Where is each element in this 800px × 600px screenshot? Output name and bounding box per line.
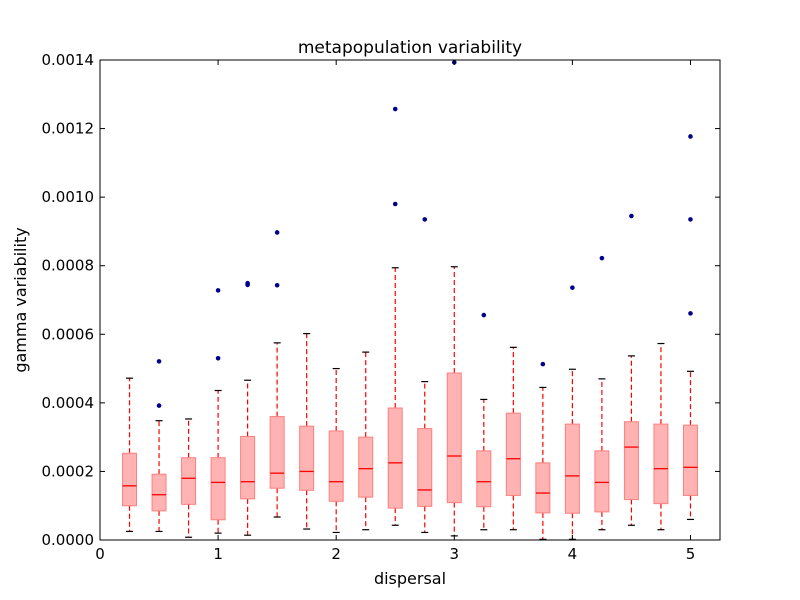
outlier-point <box>392 201 398 207</box>
x-axis-label: dispersal <box>374 569 446 588</box>
y-tick-label: 0.0008 <box>42 257 95 275</box>
box-6 <box>299 333 315 530</box>
box-18 <box>653 342 669 531</box>
box-11 <box>446 60 462 537</box>
y-tick-label: 0.0010 <box>42 188 95 206</box>
box-body <box>623 421 639 501</box>
box-13 <box>505 346 521 531</box>
outlier-point <box>156 359 162 364</box>
outlier-point <box>392 106 398 112</box>
box-body <box>535 462 551 514</box>
outlier-point <box>688 217 693 222</box>
box-body <box>122 452 138 507</box>
x-tick-label: 3 <box>450 545 460 563</box>
box-2 <box>181 418 197 538</box>
box-7 <box>328 367 344 534</box>
y-axis-label: gamma variability <box>11 227 30 372</box>
outlier-point <box>540 361 546 367</box>
outlier-point <box>156 403 162 408</box>
outlier-point <box>245 282 250 288</box>
box-12 <box>476 312 492 531</box>
box-0 <box>122 377 138 533</box>
y-tick-label: 0.0012 <box>42 120 95 138</box>
outlier-point <box>599 255 605 261</box>
box-body <box>564 423 580 514</box>
outlier-point <box>274 230 280 235</box>
outlier-point <box>215 355 221 361</box>
box-10 <box>417 217 433 534</box>
box-body <box>151 473 167 512</box>
x-tick-label: 4 <box>568 545 578 563</box>
box-19 <box>682 134 698 521</box>
box-body <box>299 425 315 491</box>
box-17 <box>623 213 639 526</box>
x-tick-label: 5 <box>686 545 696 563</box>
outlier-point <box>688 134 693 139</box>
x-tick-label: 2 <box>331 545 341 563</box>
box-8 <box>358 351 374 531</box>
box-body <box>210 457 226 521</box>
outlier-point <box>629 213 634 219</box>
outlier-point <box>481 312 487 318</box>
y-tick-label: 0.0000 <box>42 531 95 549</box>
y-tick-label: 0.0014 <box>42 51 95 69</box>
box-body <box>505 412 521 496</box>
outlier-point <box>570 285 575 290</box>
box-body <box>358 436 374 498</box>
x-tick-label: 1 <box>213 545 223 563</box>
box-3 <box>210 288 226 534</box>
box-4 <box>240 280 256 536</box>
box-body <box>653 423 669 505</box>
axis-ticks: 0.0000 0.0002 0.0004 0.0006 0.0008 0.0010 0.00… <box>42 51 720 563</box>
box-1 <box>151 359 167 533</box>
box-body <box>446 372 462 504</box>
plot-marks <box>122 60 698 540</box>
outlier-point <box>274 282 280 288</box>
box-body <box>594 450 610 513</box>
outlier-point <box>688 311 693 316</box>
x-tick-label: 0 <box>95 545 105 563</box>
y-tick-label: 0.0006 <box>42 325 95 343</box>
chart-title: metapopulation variability <box>298 38 522 58</box>
box-body <box>181 457 197 505</box>
box-9 <box>387 106 403 526</box>
outlier-point <box>422 217 428 222</box>
box-body <box>328 430 344 502</box>
y-tick-label: 0.0002 <box>42 462 95 480</box>
plot-frame <box>99 59 721 541</box>
box-14 <box>535 361 551 540</box>
box-body <box>682 424 698 496</box>
box-15 <box>564 285 580 540</box>
box-body <box>476 450 492 508</box>
outlier-point <box>215 288 221 293</box>
box-body <box>240 435 256 500</box>
box-body <box>269 416 285 489</box>
y-tick-label: 0.0004 <box>42 394 95 412</box>
box-body <box>417 428 433 507</box>
box-body <box>387 407 403 509</box>
box-16 <box>594 255 610 531</box>
box-5 <box>269 230 285 518</box>
